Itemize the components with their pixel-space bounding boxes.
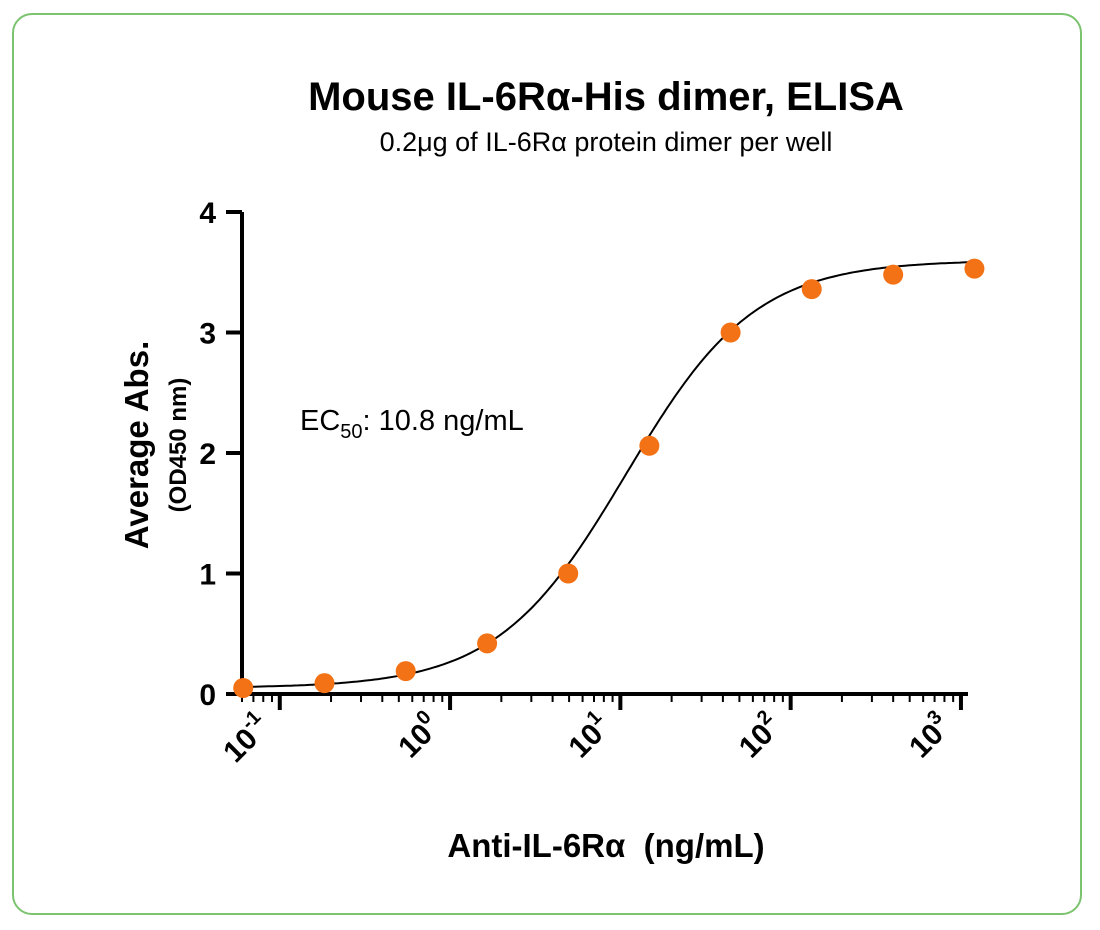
data-point: [720, 322, 741, 343]
chart-title: Mouse IL-6Rα-His dimer, ELISA: [308, 75, 904, 119]
data-points: [233, 258, 985, 698]
x-tick-group: 102: [729, 706, 787, 764]
data-point: [477, 633, 498, 654]
data-point: [395, 661, 416, 682]
y-tick-label: 2: [199, 438, 216, 471]
x-tick-group: 100: [389, 706, 447, 764]
x-tick-label: 101: [559, 706, 617, 764]
y-axis-sublabel: (OD450 nm): [165, 378, 192, 513]
data-point: [314, 673, 335, 694]
x-tick-label: 103: [900, 706, 958, 764]
fit-curve: [243, 261, 975, 688]
x-tick-group: 103: [900, 706, 958, 764]
data-point: [883, 264, 904, 285]
x-tick-label: 100: [389, 706, 447, 764]
x-tick-group: 10-1: [214, 706, 277, 769]
data-point: [639, 435, 660, 456]
axes: [226, 210, 968, 710]
x-tick-label: 10-1: [214, 706, 277, 769]
chart-frame: [12, 13, 1082, 915]
data-point: [233, 677, 254, 698]
x-tick-labels: 10-1 100 101 102 103: [214, 706, 958, 769]
y-axis-label: Average Abs.: [118, 341, 155, 549]
ec50-subscript: 50: [340, 421, 362, 443]
y-tick-labels: 0 1 2 3 4: [199, 197, 216, 712]
y-tick-label: 4: [199, 197, 216, 230]
y-tick-label: 1: [199, 559, 216, 592]
x-axis-label: Anti-IL-6Rα (ng/mL): [447, 827, 764, 864]
y-tick-label: 0: [199, 679, 216, 712]
x-tick-group: 101: [559, 706, 617, 764]
y-tick-label: 3: [199, 318, 216, 351]
data-point: [801, 279, 822, 300]
chart-subtitle: 0.2μg of IL-6Rα protein dimer per well: [380, 127, 833, 157]
x-tick-label: 102: [729, 706, 787, 764]
ec50-prefix: EC: [300, 405, 340, 437]
data-point: [964, 258, 985, 279]
data-point: [558, 563, 579, 584]
ec50-suffix: : 10.8 ng/mL: [363, 405, 524, 437]
ec50-annotation: EC50: 10.8 ng/mL: [300, 405, 524, 443]
